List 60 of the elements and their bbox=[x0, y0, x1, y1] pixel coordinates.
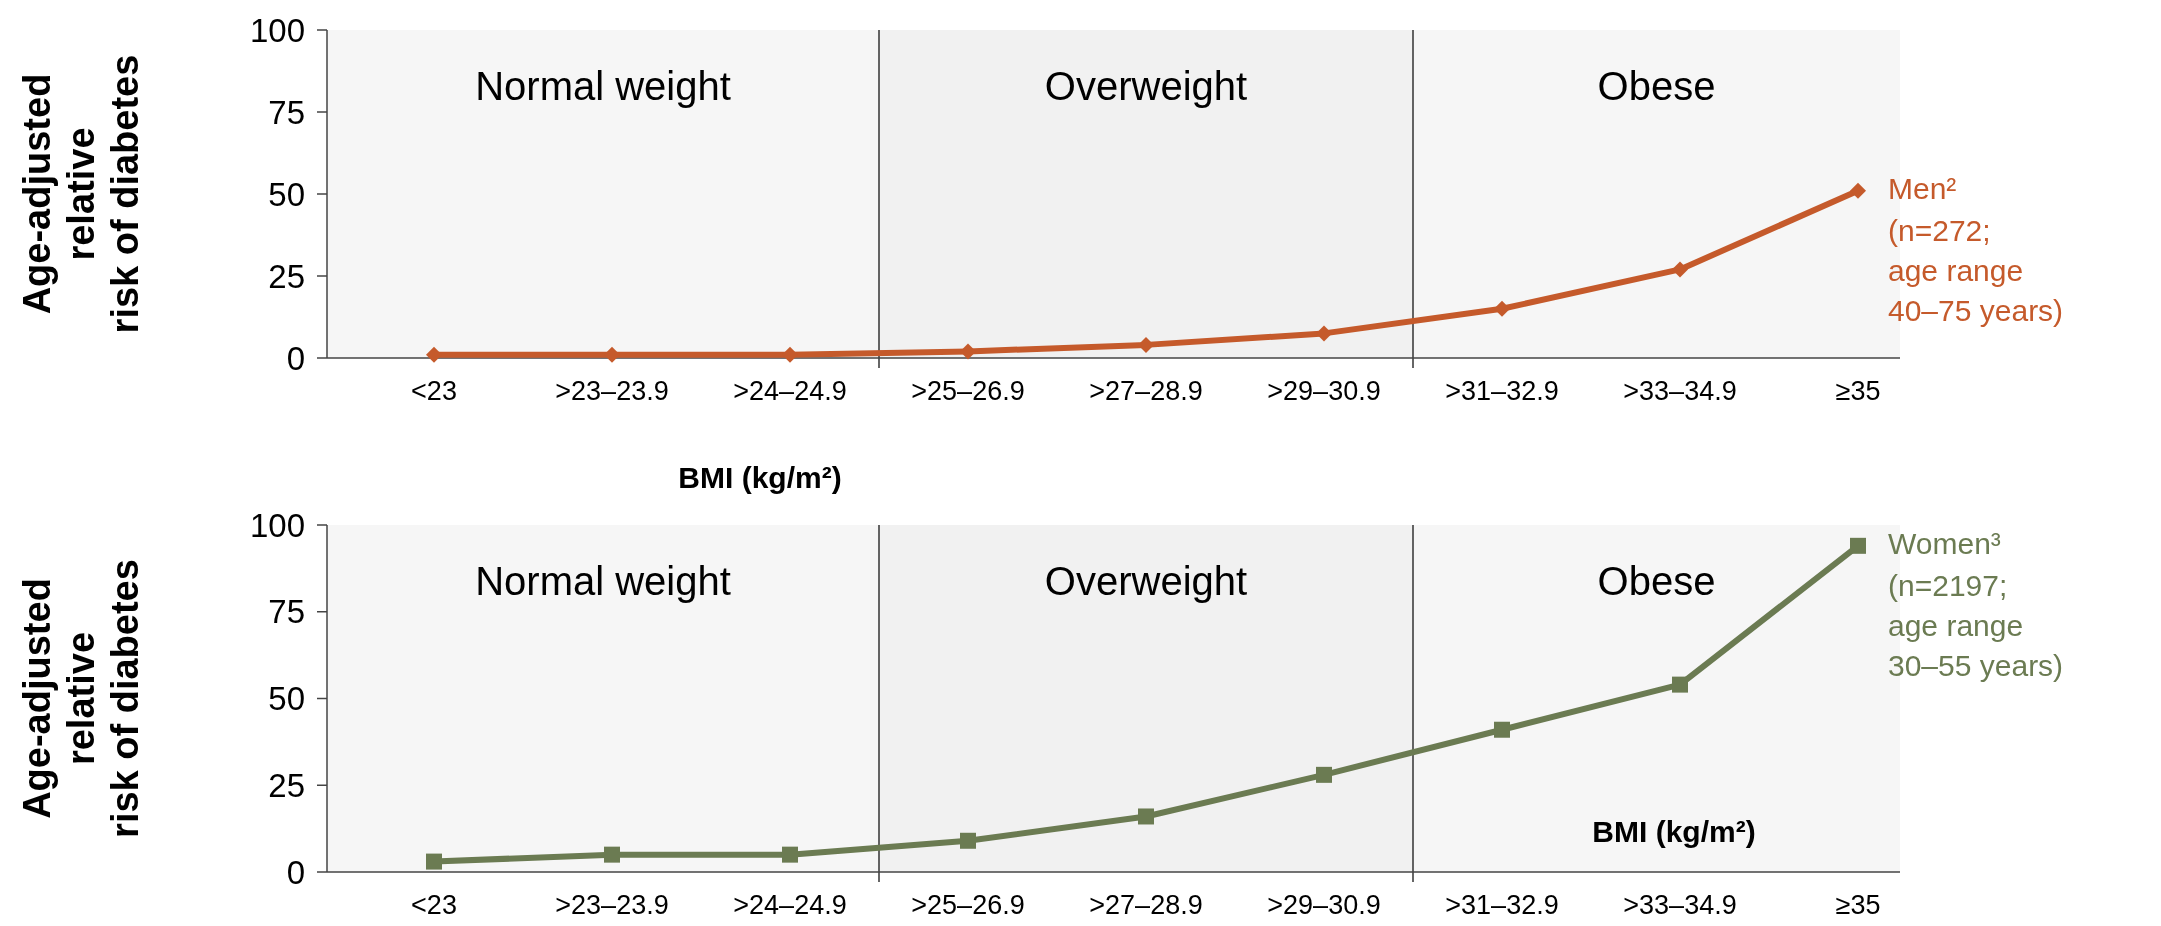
x-axis-title: BMI (kg/m²) bbox=[1592, 815, 1756, 848]
y-tick-label: 100 bbox=[249, 11, 305, 49]
point bbox=[604, 846, 620, 863]
band-label: Overweight bbox=[1044, 559, 1248, 603]
point bbox=[426, 853, 442, 870]
band-label: Normal weight bbox=[475, 559, 731, 603]
x-tick-label: ≥35 bbox=[1835, 890, 1881, 920]
x-tick-label: >29–30.9 bbox=[1267, 890, 1381, 920]
x-tick-label: ≥35 bbox=[1835, 376, 1881, 406]
point bbox=[960, 832, 976, 849]
y-axis-title: Age-adjusted relative risk of diabetes bbox=[16, 54, 146, 334]
point bbox=[782, 346, 798, 363]
x-tick-label: >24–24.9 bbox=[733, 376, 847, 406]
point bbox=[1672, 676, 1688, 693]
x-tick-label: >25–26.9 bbox=[911, 376, 1025, 406]
band-label: Overweight bbox=[1044, 64, 1248, 108]
band-label: Obese bbox=[1597, 559, 1716, 603]
x-tick-label: <23 bbox=[411, 890, 457, 920]
x-tick-label: <23 bbox=[411, 376, 457, 406]
point bbox=[1850, 537, 1866, 554]
x-tick-label: >31–32.9 bbox=[1445, 376, 1559, 406]
point bbox=[1138, 336, 1154, 353]
point bbox=[1494, 721, 1510, 738]
point bbox=[1316, 325, 1332, 342]
x-tick-label: >27–28.9 bbox=[1089, 376, 1203, 406]
point bbox=[960, 343, 976, 360]
x-tick-label: >25–26.9 bbox=[911, 890, 1025, 920]
x-tick-label: >29–30.9 bbox=[1267, 376, 1381, 406]
series-label: Men² bbox=[1888, 171, 1957, 205]
y-tick-label: 75 bbox=[268, 93, 305, 131]
x-tick-label: >24–24.9 bbox=[733, 890, 847, 920]
annotation: (n=272; age range 40–75 years) bbox=[1888, 213, 2064, 327]
x-tick-label: >27–28.9 bbox=[1089, 890, 1203, 920]
x-tick-label: >23–23.9 bbox=[555, 376, 669, 406]
x-tick-label: >31–32.9 bbox=[1445, 890, 1559, 920]
x-tick-label: >33–34.9 bbox=[1623, 890, 1737, 920]
y-tick-label: 0 bbox=[286, 339, 305, 377]
x-tick-label: >33–34.9 bbox=[1623, 376, 1737, 406]
point bbox=[1850, 182, 1866, 199]
point bbox=[426, 346, 442, 363]
band-label: Normal weight bbox=[475, 64, 731, 108]
y-tick-label: 75 bbox=[268, 593, 305, 631]
series-label: Women³ bbox=[1888, 526, 2001, 560]
y-axis-title: Age-adjusted relative risk of diabetes bbox=[16, 559, 146, 838]
y-tick-label: 25 bbox=[268, 257, 305, 295]
y-tick-label: 100 bbox=[249, 506, 305, 544]
point bbox=[782, 846, 798, 863]
y-tick-label: 25 bbox=[268, 766, 305, 804]
y-tick-label: 50 bbox=[268, 175, 305, 213]
point bbox=[1138, 808, 1154, 825]
point bbox=[1494, 300, 1510, 317]
point bbox=[604, 346, 620, 363]
y-tick-label: 50 bbox=[268, 680, 305, 718]
point bbox=[1672, 261, 1688, 278]
x-tick-label: >23–23.9 bbox=[555, 890, 669, 920]
band-label: Obese bbox=[1597, 64, 1716, 108]
point bbox=[1316, 766, 1332, 783]
y-tick-label: 0 bbox=[286, 853, 305, 891]
annotation: (n=2197; age range 30–55 years) bbox=[1888, 568, 2064, 682]
x-axis-title: BMI (kg/m²) bbox=[678, 461, 842, 494]
